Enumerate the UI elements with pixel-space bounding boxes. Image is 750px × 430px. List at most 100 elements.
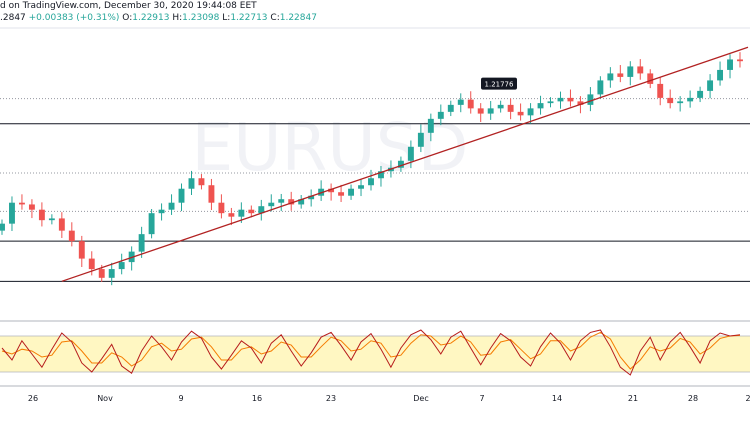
candle: [228, 207, 235, 226]
candle-body: [308, 195, 315, 200]
chart-header: d on TradingView.com, December 30, 2020 …: [0, 0, 750, 28]
low-value: 1.22713: [230, 13, 268, 23]
open-value: 1.22913: [132, 13, 170, 23]
candle: [218, 194, 225, 219]
x-tick-label: 26: [28, 394, 38, 403]
trend-line[interactable]: [61, 46, 749, 282]
candle-body: [148, 213, 155, 235]
last-price: .2847: [0, 13, 26, 23]
candle-body: [397, 160, 404, 168]
candle-body: [697, 90, 704, 98]
candle: [427, 113, 434, 142]
oscillator-d-line: [1, 331, 741, 370]
x-tick-label: 16: [252, 394, 262, 403]
candle-body: [98, 269, 105, 278]
candle: [148, 208, 155, 239]
candle-body: [88, 258, 95, 270]
candle: [168, 194, 175, 215]
high-label: H:: [172, 13, 183, 23]
candle: [567, 89, 574, 107]
candle-body: [218, 202, 225, 214]
candle: [328, 183, 335, 201]
candle: [208, 178, 215, 211]
candle: [417, 124, 424, 153]
candle: [517, 103, 524, 121]
x-tick-label: 9: [178, 394, 183, 403]
candle: [38, 202, 45, 227]
candle: [407, 140, 414, 169]
candle: [627, 61, 634, 86]
candle-body: [727, 59, 733, 70]
candle-body: [507, 104, 514, 112]
candle: [547, 97, 554, 108]
candle: [18, 194, 25, 210]
x-tick-label: 2: [745, 394, 750, 403]
candle: [268, 194, 275, 212]
candle-body: [567, 97, 574, 102]
candle: [158, 203, 165, 221]
candle: [278, 193, 285, 212]
candle-body: [228, 213, 235, 217]
candle-body: [417, 132, 424, 147]
x-tick-label: Dec: [413, 394, 428, 403]
candle: [487, 101, 494, 120]
candle: [368, 169, 374, 191]
candle-body: [58, 218, 65, 231]
candle-body: [208, 185, 215, 203]
candle-body: [517, 111, 524, 116]
candle: [258, 199, 265, 221]
candle-body: [477, 108, 484, 114]
candle-body: [0, 223, 5, 231]
candle: [697, 86, 704, 103]
high-value: 1.23098: [182, 13, 220, 23]
candle-body: [627, 66, 634, 77]
candle-body: [687, 97, 694, 102]
candle-body: [358, 185, 364, 189]
candle-body: [188, 178, 195, 189]
symbol-watermark: EURUSD: [192, 109, 469, 186]
candle: [677, 96, 684, 112]
candle-body: [497, 104, 504, 109]
candle: [138, 226, 145, 258]
candle-body: [18, 202, 25, 205]
close-value: 1.22847: [279, 13, 317, 23]
candle-body: [108, 269, 115, 278]
open-label: O:: [122, 13, 133, 23]
candle-body: [378, 171, 384, 179]
candle: [437, 104, 444, 126]
candle: [178, 183, 185, 212]
candle: [647, 69, 654, 89]
candle: [9, 196, 15, 231]
x-tick-label: 7: [479, 394, 484, 403]
candle-body: [158, 209, 165, 214]
candle: [447, 100, 454, 117]
x-tick-label: 14: [552, 394, 562, 403]
candle-body: [597, 80, 604, 95]
candle: [58, 212, 65, 238]
candle: [637, 59, 644, 80]
candle: [188, 170, 195, 196]
candle-body: [437, 111, 444, 119]
candle-body: [198, 178, 205, 186]
oscillator-k-line: [1, 329, 741, 376]
candle-body: [527, 108, 534, 116]
candle: [597, 76, 604, 99]
candle: [118, 253, 125, 275]
candle: [587, 87, 594, 112]
candle: [527, 103, 534, 124]
candle: [717, 61, 724, 86]
candle-body: [38, 209, 45, 221]
x-tick-label: 21: [628, 394, 638, 403]
candle: [397, 156, 404, 172]
candle-body: [617, 73, 624, 77]
candle-body: [717, 69, 724, 81]
candle-body: [178, 188, 185, 203]
candle-body: [168, 202, 175, 210]
candle: [338, 184, 345, 202]
candle: [308, 189, 315, 207]
candle-body: [348, 188, 355, 196]
candle-body: [268, 202, 275, 207]
candle: [48, 214, 55, 225]
candle: [467, 91, 474, 114]
